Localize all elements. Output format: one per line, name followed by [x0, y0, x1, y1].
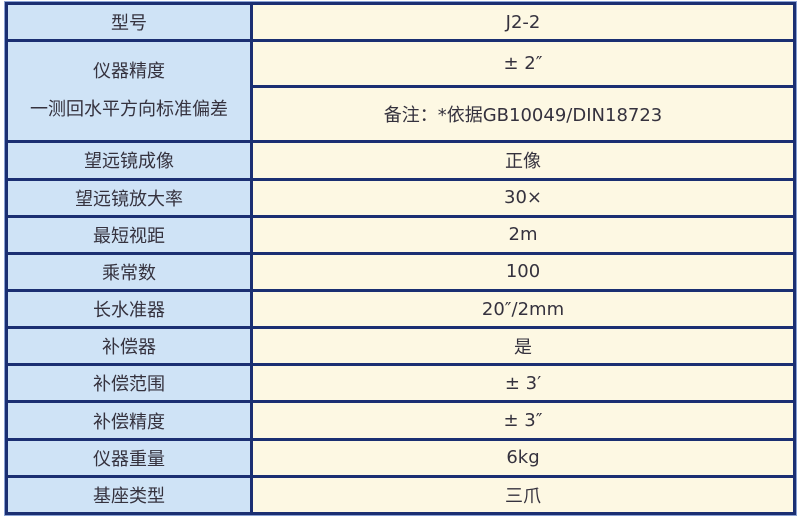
spec-value-accuracy-note: 备注：*依据GB10049/DIN18723: [250, 84, 796, 144]
spec-label-comp-accuracy: 补偿精度: [5, 400, 253, 441]
spec-label-weight: 仪器重量: [5, 437, 253, 478]
spec-value-accuracy: ± 2″: [250, 39, 796, 88]
table-row: 补偿精度 ± 3″: [5, 400, 796, 441]
spec-table: 型号 J2-2 仪器精度 一测回水平方向标准偏差 ± 2″ 备注：*依据GB10…: [4, 1, 797, 516]
spec-label-compensator: 补偿器: [5, 326, 253, 367]
table-row: 仪器精度 一测回水平方向标准偏差 ± 2″: [5, 39, 796, 144]
table-row: 型号 J2-2: [5, 1, 796, 43]
spec-label-accuracy: 仪器精度 一测回水平方向标准偏差: [5, 39, 253, 144]
spec-label-base-type: 基座类型: [5, 474, 253, 516]
spec-label-model: 型号: [5, 1, 253, 43]
spec-label-comp-range: 补偿范围: [5, 363, 253, 404]
spec-value-weight: 6kg: [250, 437, 796, 478]
table-row: 望远镜放大率 30×: [5, 177, 796, 218]
spec-value-telescope-image: 正像: [250, 140, 796, 181]
spec-value-compensator: 是: [250, 326, 796, 367]
spec-label-accuracy-line2: 一测回水平方向标准偏差: [30, 99, 228, 121]
spec-label-telescope-image: 望远镜成像: [5, 140, 253, 181]
spec-value-min-focus: 2m: [250, 214, 796, 255]
spec-label-accuracy-line1: 仪器精度: [93, 61, 165, 83]
table-row: 最短视距 2m: [5, 214, 796, 255]
spec-label-level-vial: 长水准器: [5, 288, 253, 330]
spec-value-model: J2-2: [250, 1, 796, 43]
spec-label-multiplier: 乘常数: [5, 251, 253, 293]
spec-value-base-type: 三爪: [250, 474, 796, 516]
table-row: 备注：*依据GB10049/DIN18723: [7, 84, 796, 144]
spec-value-comp-range: ± 3′: [250, 363, 796, 404]
table-row: 仪器重量 6kg: [5, 437, 796, 478]
spec-label-magnification: 望远镜放大率: [5, 177, 253, 218]
spec-table-container: 型号 J2-2 仪器精度 一测回水平方向标准偏差 ± 2″ 备注：*依据GB10…: [4, 1, 797, 516]
table-row: 补偿器 是: [5, 326, 796, 367]
spec-value-magnification: 30×: [250, 177, 796, 218]
spec-value-level-vial: 20″/2mm: [250, 288, 796, 330]
spec-value-comp-accuracy: ± 3″: [250, 400, 796, 441]
table-row: 乘常数 100: [5, 251, 796, 293]
spec-label-min-focus: 最短视距: [5, 214, 253, 255]
table-row: 长水准器 20″/2mm: [5, 288, 796, 330]
table-row: 补偿范围 ± 3′: [5, 363, 796, 404]
table-row: 基座类型 三爪: [5, 474, 796, 516]
table-row: 望远镜成像 正像: [5, 140, 796, 181]
spec-value-multiplier: 100: [250, 251, 796, 293]
